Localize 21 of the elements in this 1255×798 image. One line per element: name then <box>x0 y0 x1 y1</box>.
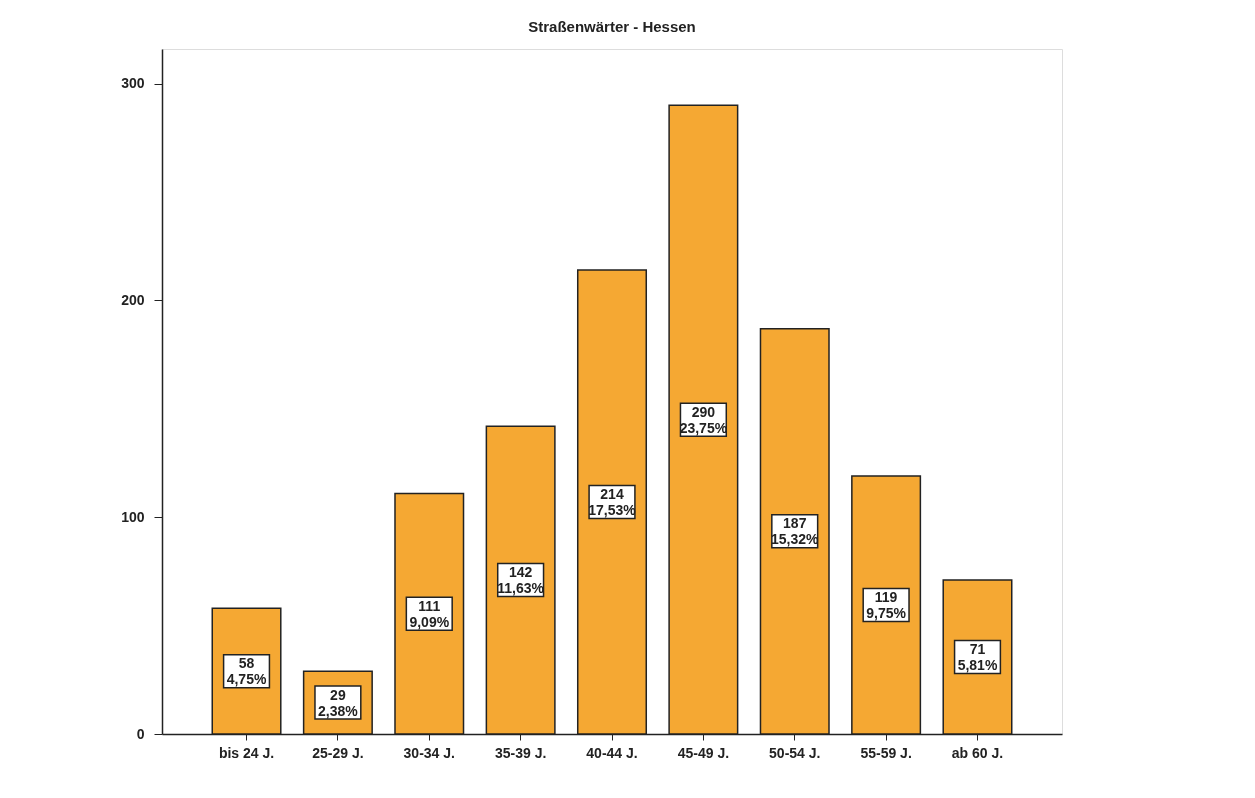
x-tick-label: 50-54 J. <box>769 744 821 761</box>
data-label: 119 9,75% <box>866 589 907 622</box>
x-tick-label: 30-34 J. <box>403 744 455 761</box>
x-tick-label: 40-44 J. <box>586 744 638 761</box>
y-tick-label: 100 <box>121 508 145 525</box>
x-tick-label: ab 60 J. <box>951 744 1004 761</box>
data-label: 71 5,81% <box>957 641 998 674</box>
y-tick-label: 300 <box>121 75 145 92</box>
data-label: 58 4,75% <box>226 655 267 688</box>
y-tick-label: 0 <box>136 725 145 742</box>
data-label: 290 23,75% <box>679 403 728 436</box>
x-tick-label: bis 24 J. <box>218 744 275 761</box>
data-label: 142 11,63% <box>497 564 545 597</box>
data-label: 111 9,09% <box>409 597 450 630</box>
data-label: 29 2,38% <box>318 686 359 719</box>
chart-title: Straßenwärter - Hessen <box>528 18 696 35</box>
y-tick-label: 200 <box>121 291 145 308</box>
x-tick-label: 25-29 J. <box>312 744 364 761</box>
x-tick-label: 45-49 J. <box>677 744 730 761</box>
x-tick-label: 55-59 J. <box>860 744 912 761</box>
x-tick-label: 35-39 J. <box>494 744 547 761</box>
